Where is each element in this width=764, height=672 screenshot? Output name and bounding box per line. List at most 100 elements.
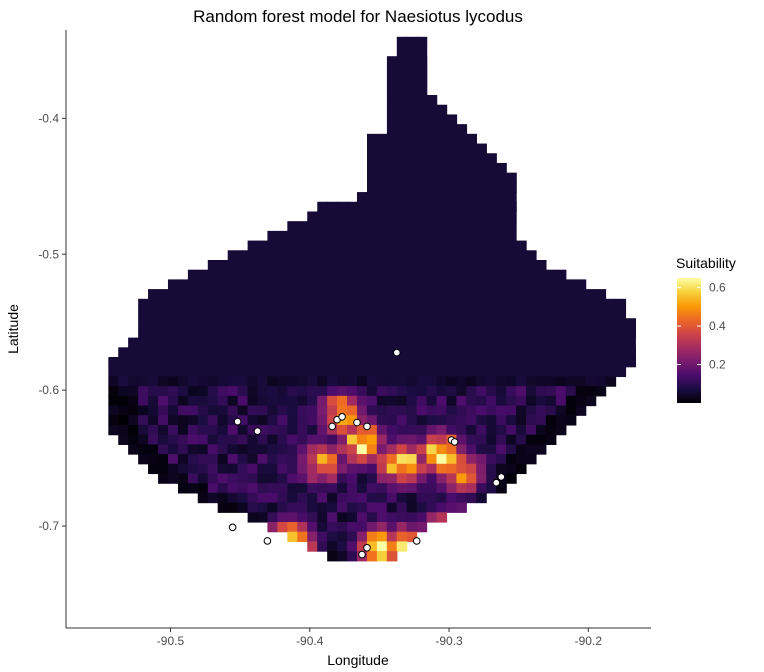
raster-cell xyxy=(207,376,219,387)
raster-cell xyxy=(426,308,438,319)
occurrence-point xyxy=(363,544,371,552)
raster-cell xyxy=(526,357,537,368)
raster-cell xyxy=(347,386,358,397)
raster-cell xyxy=(496,386,507,397)
raster-cell xyxy=(506,366,517,378)
raster-cell xyxy=(625,337,636,348)
raster-cell xyxy=(555,376,567,387)
raster-cell xyxy=(406,483,418,494)
raster-cell xyxy=(565,386,577,397)
raster-cell xyxy=(376,230,388,242)
raster-cell xyxy=(347,551,358,562)
raster-cell xyxy=(406,337,418,348)
raster-cell xyxy=(347,250,358,261)
raster-cell xyxy=(416,36,428,48)
raster-cell xyxy=(555,395,567,407)
raster-cell xyxy=(138,318,149,329)
raster-cell xyxy=(535,269,547,280)
raster-cell xyxy=(207,337,219,348)
raster-cell xyxy=(466,308,477,319)
raster-cell xyxy=(237,318,249,329)
raster-cell xyxy=(406,531,418,542)
raster-cell xyxy=(466,366,477,378)
raster-cell xyxy=(446,473,458,484)
raster-cell xyxy=(615,327,627,339)
raster-cell xyxy=(386,531,398,542)
raster-cell xyxy=(366,298,378,310)
raster-cell xyxy=(128,337,139,348)
raster-cell xyxy=(327,298,338,310)
raster-cell xyxy=(396,531,408,542)
raster-cell xyxy=(476,337,487,348)
raster-cell xyxy=(446,182,458,193)
raster-cell xyxy=(307,357,318,368)
raster-cell xyxy=(525,289,537,300)
raster-cell xyxy=(187,376,199,387)
raster-cell xyxy=(187,269,199,280)
raster-cell xyxy=(466,337,477,348)
raster-cell xyxy=(158,434,169,445)
raster-cell xyxy=(406,318,418,329)
raster-cell xyxy=(486,269,497,280)
raster-cell xyxy=(366,192,378,203)
raster-cell xyxy=(356,347,368,358)
raster-cell xyxy=(426,104,438,116)
raster-cell xyxy=(545,289,557,300)
raster-cell xyxy=(436,512,448,523)
raster-cell xyxy=(456,133,468,145)
raster-cell xyxy=(356,376,368,387)
raster-cell xyxy=(575,386,587,397)
raster-cell xyxy=(386,444,398,455)
raster-cell xyxy=(575,337,587,348)
raster-cell xyxy=(486,230,497,242)
raster-cell xyxy=(476,259,487,271)
raster-cell xyxy=(456,405,467,416)
raster-cell xyxy=(466,483,477,494)
raster-cell xyxy=(287,502,298,513)
raster-cell xyxy=(456,415,467,426)
raster-cell xyxy=(446,153,458,164)
raster-cell xyxy=(158,366,169,378)
raster-cell xyxy=(346,230,358,242)
raster-cell xyxy=(476,444,487,455)
raster-cell xyxy=(217,289,229,300)
raster-cell xyxy=(486,454,497,465)
raster-cell xyxy=(307,308,318,319)
raster-cell xyxy=(317,541,328,552)
raster-cell xyxy=(426,318,438,329)
raster-cell xyxy=(227,386,239,397)
raster-cell xyxy=(386,405,398,416)
raster-cell xyxy=(396,104,408,116)
raster-cell xyxy=(605,376,617,387)
raster-cell xyxy=(217,318,229,329)
raster-cell xyxy=(327,502,338,513)
raster-cell xyxy=(585,327,597,339)
raster-cell xyxy=(327,308,338,319)
raster-cell xyxy=(138,327,149,339)
raster-cell xyxy=(128,376,139,387)
raster-cell xyxy=(327,512,338,523)
raster-cell xyxy=(307,259,318,271)
raster-cell xyxy=(396,366,408,378)
raster-cell xyxy=(575,327,587,339)
raster-cell xyxy=(436,240,448,251)
raster-cell xyxy=(118,366,129,378)
raster-cell xyxy=(565,308,577,319)
raster-cell xyxy=(436,308,448,319)
raster-cell xyxy=(396,327,408,339)
raster-cell xyxy=(555,318,567,329)
raster-cell xyxy=(346,289,358,300)
raster-cell xyxy=(396,376,408,387)
raster-cell xyxy=(307,502,318,513)
raster-cell xyxy=(187,424,199,436)
raster-cell xyxy=(476,463,487,475)
raster-cell xyxy=(356,318,368,329)
raster-cell xyxy=(506,269,517,280)
raster-cell xyxy=(366,230,378,242)
raster-cell xyxy=(416,434,428,445)
raster-cell xyxy=(416,512,428,523)
raster-cell xyxy=(207,424,219,436)
raster-cell xyxy=(366,541,378,552)
raster-cell xyxy=(496,308,507,319)
raster-cell xyxy=(406,463,418,475)
